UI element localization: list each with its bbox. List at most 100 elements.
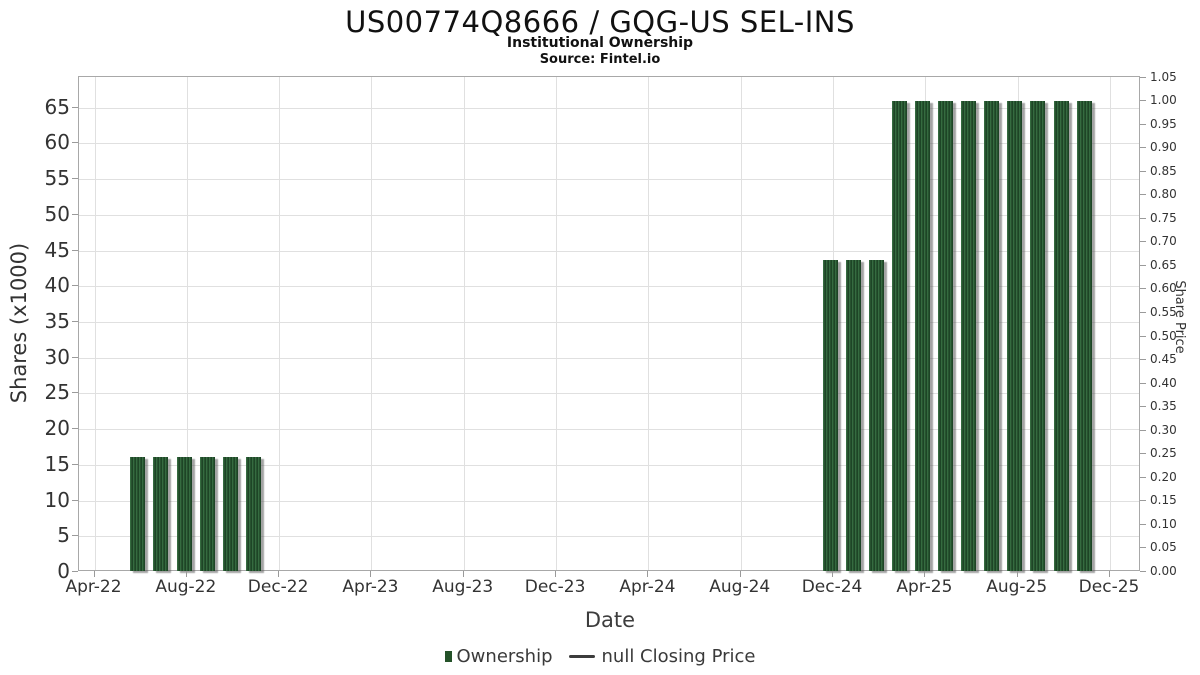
ownership-bar[interactable] xyxy=(1007,101,1023,571)
y2-axis-tick-label: 0.85 xyxy=(1150,163,1177,178)
y-axis-tick-label: 55 xyxy=(44,166,70,191)
x-axis-tick-label: Dec-22 xyxy=(247,577,309,597)
y2-axis-tickmark xyxy=(1140,406,1146,408)
x-axis-tickmark xyxy=(278,571,280,577)
plot-area xyxy=(78,76,1140,571)
ownership-bar[interactable] xyxy=(868,259,884,571)
y-axis-tickmark xyxy=(72,142,78,144)
x-axis-tickmark xyxy=(370,571,372,577)
ownership-bar[interactable] xyxy=(1053,101,1069,571)
ownership-bar[interactable] xyxy=(199,457,215,571)
gridline-vertical xyxy=(186,77,188,570)
y2-axis-tick-label: 0.75 xyxy=(1150,210,1177,225)
y2-axis-tickmark xyxy=(1140,429,1146,431)
gridline-horizontal xyxy=(79,500,1139,502)
y2-axis-tick-label: 0.60 xyxy=(1150,281,1177,296)
gridline-horizontal xyxy=(79,393,1139,395)
gridline-horizontal xyxy=(79,464,1139,466)
chart-source-label: Source: Fintel.io xyxy=(539,52,661,67)
y2-axis-tickmark xyxy=(1140,453,1146,455)
y2-axis-tick-label: 0.45 xyxy=(1150,352,1177,367)
ownership-bar[interactable] xyxy=(845,259,861,571)
ownership-bar[interactable] xyxy=(822,259,838,571)
ownership-bar[interactable] xyxy=(1030,101,1046,571)
gridline-horizontal xyxy=(79,250,1139,252)
y2-axis-tick-label: 0.90 xyxy=(1150,140,1177,155)
y2-axis-tickmark xyxy=(1140,312,1146,313)
y-axis-tickmark xyxy=(72,571,78,572)
chart-title: US00774Q8666 / GQG-US SEL-INS xyxy=(345,5,855,39)
gridline-horizontal xyxy=(79,143,1139,145)
y-axis-tickmark xyxy=(72,535,78,537)
ownership-bar[interactable] xyxy=(130,457,146,571)
y2-axis-tickmark xyxy=(1140,76,1146,78)
ownership-bar[interactable] xyxy=(153,457,169,571)
y2-axis-tickmark xyxy=(1140,547,1146,549)
x-axis-tickmark xyxy=(462,571,464,577)
y2-axis-tickmark xyxy=(1140,335,1146,337)
ownership-bar[interactable] xyxy=(222,457,238,571)
gridline-horizontal xyxy=(79,429,1139,431)
y2-axis-tickmark xyxy=(1140,359,1146,361)
y2-axis-tick-label: 1.00 xyxy=(1150,93,1177,108)
y2-axis-tick-label: 0.30 xyxy=(1150,422,1177,437)
y-axis-tickmark xyxy=(72,392,78,394)
y-axis-tickmark xyxy=(72,106,78,108)
x-axis-tickmark xyxy=(647,571,649,577)
y2-axis-tickmark xyxy=(1140,147,1146,149)
x-axis-tickmark xyxy=(832,571,834,577)
y2-axis-tick-label: 0.65 xyxy=(1150,257,1177,272)
x-axis-tick-label: Aug-24 xyxy=(709,577,771,597)
y2-axis-tick-label: 0.50 xyxy=(1150,328,1177,343)
y-axis-tickmark xyxy=(72,356,78,358)
y-axis-tick-label: 5 xyxy=(57,523,70,548)
y-axis-tick-label: 60 xyxy=(44,130,70,155)
gridline-vertical xyxy=(279,77,281,570)
gridline-vertical xyxy=(648,77,650,570)
ownership-bar[interactable] xyxy=(915,101,931,571)
y-axis-tick-label: 45 xyxy=(44,237,70,262)
legend: Ownership null Closing Price xyxy=(0,646,1200,667)
y2-axis-tick-label: 0.55 xyxy=(1150,305,1177,319)
y-axis-tick-label: 30 xyxy=(44,344,70,369)
y2-axis-tickmark xyxy=(1140,476,1146,478)
y2-axis-tick-label: 0.25 xyxy=(1150,446,1177,461)
y2-axis-tick-label: 0.10 xyxy=(1150,516,1177,531)
ownership-bar[interactable] xyxy=(984,101,1000,571)
x-axis-tick-label: Aug-25 xyxy=(986,577,1048,597)
y2-axis-tickmark xyxy=(1140,500,1146,502)
y2-axis-tickmark xyxy=(1140,571,1146,572)
y-axis-tickmark xyxy=(72,428,78,430)
gridline-vertical xyxy=(94,77,96,570)
ownership-bar[interactable] xyxy=(892,101,907,571)
y2-axis-tick-label: 1.05 xyxy=(1150,69,1177,84)
y2-axis-tick-label: 0.40 xyxy=(1150,375,1177,390)
x-axis-tick-label: Dec-25 xyxy=(1078,577,1140,597)
y2-axis-tickmark xyxy=(1140,241,1146,243)
ownership-legend-label: Ownership xyxy=(456,646,553,667)
ownership-bar[interactable] xyxy=(1076,101,1092,571)
x-axis-tickmark xyxy=(1109,571,1111,577)
x-axis-title: Date xyxy=(584,608,636,632)
ownership-bar[interactable] xyxy=(938,101,954,571)
x-axis-tickmark xyxy=(924,571,926,577)
y2-axis-tick-label: 0.70 xyxy=(1150,234,1177,249)
ownership-bar[interactable] xyxy=(961,101,977,571)
x-axis-tickmark xyxy=(555,571,557,577)
ownership-legend-swatch-icon xyxy=(444,651,452,662)
y2-axis-tick-label: 0.20 xyxy=(1150,469,1177,484)
chart-subtitle: Institutional Ownership xyxy=(506,35,694,51)
ownership-bar[interactable] xyxy=(245,457,261,571)
y2-axis-tickmark xyxy=(1140,123,1146,125)
x-axis-tick-label: Dec-24 xyxy=(801,577,863,597)
x-axis-tick-label: Apr-22 xyxy=(65,577,122,597)
y-axis-tickmark xyxy=(72,463,78,465)
x-axis-tickmark xyxy=(185,571,187,577)
gridline-vertical xyxy=(556,77,558,570)
y-axis-tick-label: 10 xyxy=(44,487,70,512)
ownership-bar[interactable] xyxy=(176,457,192,571)
price-legend-line-icon xyxy=(568,655,595,658)
y2-axis-tick-label: 0.35 xyxy=(1150,399,1177,414)
price-legend-label: null Closing Price xyxy=(601,646,756,667)
y2-axis-tick-label: 0.15 xyxy=(1150,493,1177,508)
